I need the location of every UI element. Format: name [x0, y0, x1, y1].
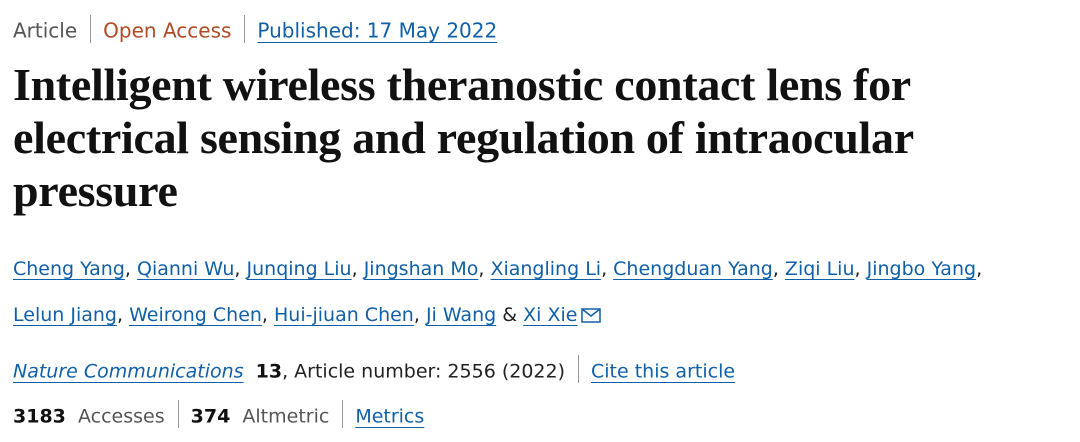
altmetric-count: 374: [190, 405, 231, 428]
volume: 13: [255, 360, 283, 383]
author-link[interactable]: Junqing Liu: [246, 258, 352, 280]
cite-link[interactable]: Cite this article: [591, 360, 736, 383]
accesses-count: 3183: [13, 405, 66, 428]
author-link[interactable]: Cheng Yang: [13, 258, 125, 280]
author-link[interactable]: Xiangling Li: [490, 258, 602, 280]
author-link[interactable]: Ziqi Liu: [784, 258, 855, 280]
article-title: Intelligent wireless theranostic contact…: [13, 59, 914, 216]
author-separator: ,: [976, 258, 983, 280]
citation-details: , Article number: 2556 (2022): [282, 360, 565, 383]
published-date[interactable]: Published: 17 May 2022: [257, 18, 498, 43]
author-separator: ,: [854, 258, 861, 280]
author-separator: ,: [601, 258, 608, 280]
author-separator: ,: [413, 304, 420, 326]
author-link[interactable]: Chengduan Yang: [613, 258, 773, 280]
author-link[interactable]: Hui-jiuan Chen: [274, 304, 414, 326]
author-link[interactable]: Jingbo Yang: [866, 258, 977, 280]
separator: [244, 15, 246, 43]
author-separator: ,: [261, 304, 268, 326]
separator: [90, 15, 92, 43]
metrics-link[interactable]: Metrics: [355, 405, 425, 428]
separator: [342, 400, 344, 428]
separator: [177, 400, 179, 428]
author-separator: ,: [234, 258, 241, 280]
author-link[interactable]: Ji Wang: [425, 304, 497, 326]
open-access: Open Access: [103, 18, 232, 43]
author-list: Cheng Yang, Qianni Wu, Junqing Liu, Jing…: [13, 246, 1073, 338]
author-link[interactable]: Weirong Chen: [129, 304, 262, 326]
separator: [578, 355, 579, 383]
email-icon[interactable]: [581, 308, 602, 323]
author-link[interactable]: Xi Xie: [523, 304, 578, 326]
author-separator: ,: [124, 258, 131, 280]
envelope-flap: [581, 308, 601, 317]
journal-name[interactable]: Nature Communications: [13, 360, 244, 383]
altmetric-label: Altmetric: [242, 405, 330, 428]
author-link[interactable]: Jingshan Mo: [363, 258, 479, 280]
author-link[interactable]: Qianni Wu: [136, 258, 235, 280]
author-separator: ,: [116, 304, 124, 326]
author-separator: &: [502, 304, 518, 326]
author-link[interactable]: Lelun Jiang: [13, 304, 117, 326]
citation: Nature Communications 13, Article number…: [13, 355, 736, 386]
article-type: Article: [13, 18, 78, 43]
author-separator: ,: [478, 258, 485, 280]
author-separator: ,: [351, 258, 358, 280]
accesses-label: Accesses: [77, 405, 165, 428]
author-separator: ,: [772, 258, 779, 280]
metrics: 3183 Accesses 374 Altmetric Metrics: [13, 400, 425, 431]
envelope-body: [581, 308, 602, 323]
article-meta: Article Open Access Published: 17 May 2022: [13, 15, 498, 46]
